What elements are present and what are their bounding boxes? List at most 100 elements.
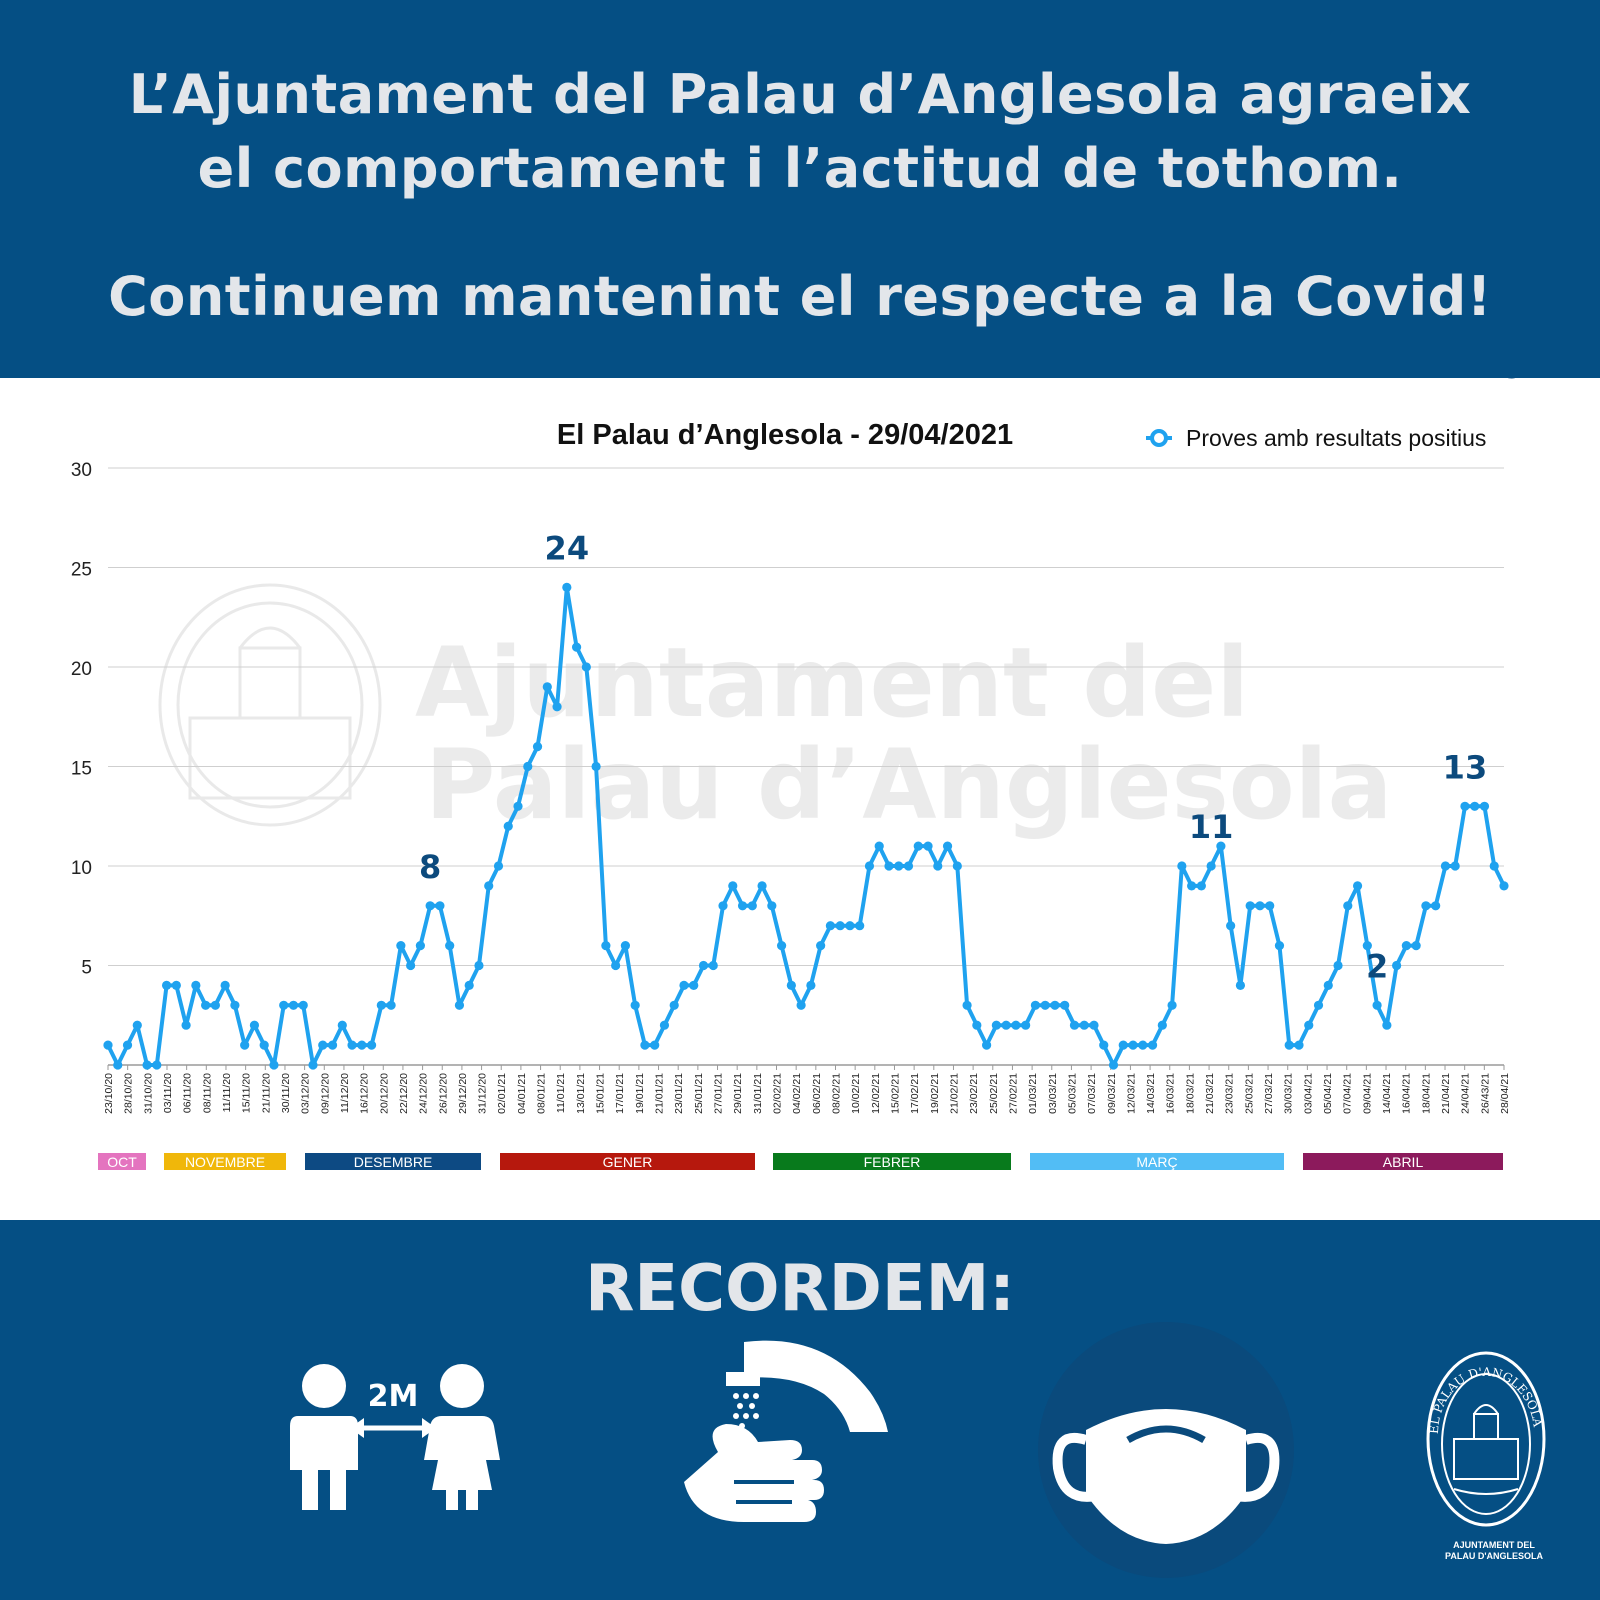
data-point	[825, 921, 836, 931]
data-point	[708, 960, 718, 971]
data-point	[571, 642, 582, 652]
data-label: 24	[545, 529, 590, 567]
x-tick-label: 02/02/21	[772, 1073, 784, 1114]
data-point	[903, 861, 914, 871]
data-point	[620, 941, 630, 951]
month-label: MARÇ	[1136, 1154, 1177, 1170]
data-point	[386, 1000, 396, 1010]
x-tick-label: 31/12/20	[477, 1073, 489, 1114]
data-point	[640, 1040, 650, 1050]
x-tick-label: 09/03/21	[1106, 1073, 1118, 1114]
x-tick-label: 12/03/21	[1125, 1073, 1137, 1114]
data-point	[1421, 901, 1431, 911]
x-tick-label: 15/02/21	[889, 1073, 901, 1114]
x-tick-label: 29/12/20	[457, 1073, 469, 1114]
month-band	[305, 1153, 481, 1170]
data-point	[513, 801, 523, 811]
data-point	[1187, 881, 1197, 891]
data-point	[113, 1060, 123, 1070]
hand-washing-icon	[684, 1340, 888, 1522]
data-point	[1440, 861, 1451, 871]
data-point	[1294, 1040, 1304, 1050]
data-point	[1060, 1000, 1070, 1010]
town-seal-logo: EL PALAU D'ANGLESOLA	[1426, 1351, 1546, 1527]
data-point	[464, 980, 474, 991]
x-tick-label: 08/02/21	[830, 1073, 842, 1114]
data-point	[132, 1020, 142, 1030]
data-point	[942, 841, 953, 851]
x-tick-label: 06/02/21	[811, 1073, 823, 1114]
data-point	[923, 841, 933, 851]
header-banner: L’Ajuntament del Palau d’Anglesola agrae…	[0, 0, 1600, 378]
data-point	[493, 861, 504, 871]
month-label: DESEMBRE	[354, 1154, 433, 1170]
data-point	[1021, 1020, 1031, 1030]
data-point	[1011, 1020, 1021, 1030]
data-point	[1235, 980, 1246, 991]
y-tick-label: 30	[71, 460, 92, 481]
data-point	[1157, 1020, 1167, 1030]
month-band	[773, 1153, 1011, 1170]
y-tick-label: 25	[71, 560, 92, 581]
data-point	[581, 662, 591, 672]
x-tick-label: 16/12/20	[359, 1073, 371, 1114]
data-point	[1274, 941, 1285, 951]
x-tick-label: 03/03/21	[1047, 1073, 1059, 1114]
data-point	[1460, 801, 1470, 811]
data-point	[279, 1000, 289, 1010]
data-point	[1196, 881, 1206, 891]
data-point	[757, 881, 767, 891]
data-point	[737, 901, 748, 911]
x-tick-label: 04/01/21	[516, 1073, 528, 1114]
data-point	[1147, 1040, 1158, 1050]
data-point	[1050, 1000, 1060, 1010]
data-point	[337, 1020, 347, 1030]
data-point	[269, 1060, 279, 1070]
data-point	[103, 1040, 113, 1050]
data-point	[718, 901, 728, 911]
x-tick-label: 04/02/21	[791, 1073, 803, 1114]
data-point	[357, 1040, 367, 1050]
data-point	[1226, 921, 1236, 931]
data-point	[601, 941, 611, 951]
data-point	[864, 861, 875, 871]
y-tick-label: 15	[71, 759, 92, 780]
watermark-line-2: Palau d’Anglesola	[425, 729, 1392, 841]
x-tick-label: 01/03/21	[1027, 1073, 1039, 1114]
data-point	[611, 960, 621, 971]
data-label: 9	[1503, 378, 1525, 386]
x-tick-label: 15/11/20	[241, 1073, 253, 1113]
x-tick-label: 19/01/21	[634, 1073, 646, 1114]
legend-marker	[1150, 429, 1168, 447]
legend-label: Proves amb resultats positius	[1186, 425, 1486, 451]
data-point	[532, 742, 543, 752]
data-point	[796, 1000, 806, 1010]
data-point	[669, 1000, 679, 1010]
watermark-line-1: Ajuntament del	[415, 627, 1249, 739]
month-label: GENER	[603, 1154, 653, 1170]
x-tick-label: 12/02/21	[870, 1073, 882, 1114]
data-label: 13	[1443, 748, 1488, 786]
x-tick-label: 28/04/21	[1499, 1073, 1511, 1114]
data-point	[874, 841, 884, 851]
data-point	[1001, 1020, 1011, 1030]
month-band	[98, 1153, 146, 1170]
data-point	[1479, 801, 1490, 811]
watermark-seal	[158, 583, 382, 827]
headline-thanks: L’Ajuntament del Palau d’Anglesola agrae…	[0, 58, 1600, 206]
data-point	[962, 1000, 972, 1010]
headline-line-2: el comportament i l’actitud de tothom.	[197, 137, 1403, 200]
x-tick-label: 27/01/21	[713, 1073, 725, 1114]
data-point	[728, 881, 738, 891]
data-point	[161, 980, 172, 991]
data-point	[659, 1020, 670, 1030]
logo-caption-line-1: AJUNTAMENT DEL	[1453, 1540, 1535, 1550]
x-tick-label: 14/03/21	[1145, 1073, 1157, 1114]
data-point	[982, 1040, 992, 1050]
x-tick-label: 23/02/21	[968, 1073, 980, 1114]
data-point	[1167, 1000, 1177, 1010]
x-tick-label: 03/04/21	[1302, 1073, 1314, 1114]
data-point	[562, 582, 572, 592]
y-tick-label: 5	[81, 958, 92, 979]
x-tick-label: 11/12/20	[339, 1073, 351, 1113]
